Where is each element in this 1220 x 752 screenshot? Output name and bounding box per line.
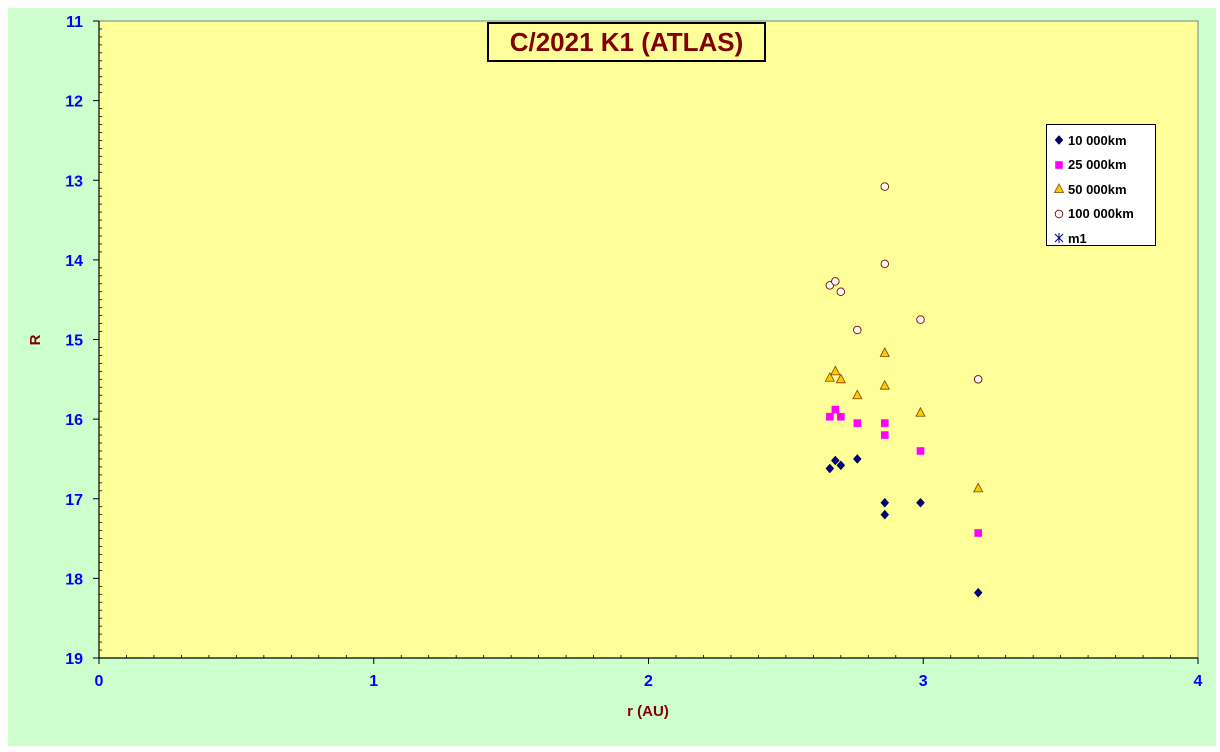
x-tick-label: 1 xyxy=(369,673,378,690)
data-point-diamond xyxy=(916,497,925,508)
legend-item: 100 000km xyxy=(1053,202,1155,227)
data-point-circle xyxy=(853,325,862,335)
data-point-square xyxy=(837,412,845,421)
data-point-circle xyxy=(831,277,840,286)
legend-marker-diamond xyxy=(1054,135,1064,146)
y-tick-label: 19 xyxy=(65,651,83,668)
data-point-triangle xyxy=(830,365,841,376)
data-point-circle xyxy=(836,287,846,296)
legend-marker-circle xyxy=(1054,209,1064,218)
data-point-triangle xyxy=(852,389,863,400)
x-tick-label: 3 xyxy=(919,673,928,690)
data-point-diamond xyxy=(973,587,983,598)
data-points xyxy=(824,182,984,598)
y-tick-label: 17 xyxy=(65,492,83,509)
data-point-square xyxy=(916,447,925,455)
x-tick-label: 0 xyxy=(95,673,104,690)
y-tick-label: 14 xyxy=(65,253,83,270)
y-axis-title: R xyxy=(27,334,44,345)
data-point-triangle xyxy=(824,371,835,382)
legend-label: 25 000km xyxy=(1068,157,1127,173)
triangle-icon xyxy=(1053,183,1065,194)
data-point-triangle xyxy=(879,379,890,390)
y-tick-label: 13 xyxy=(65,173,83,190)
y-tick-label: 12 xyxy=(65,94,83,111)
data-point-diamond xyxy=(852,454,862,464)
data-point-square xyxy=(831,405,840,414)
legend-marker-square xyxy=(1055,160,1063,169)
data-point-diamond xyxy=(880,509,890,520)
legend-label: 50 000km xyxy=(1068,181,1127,197)
data-point-diamond xyxy=(830,455,840,466)
star-icon xyxy=(1054,233,1064,244)
legend: 10 000km 25 000km 50 000km 100 000km m1 xyxy=(1046,124,1156,246)
y-tick-label: 11 xyxy=(66,14,83,31)
chart-title: C/2021 K1 (ATLAS) xyxy=(487,22,766,62)
circle-icon xyxy=(1054,209,1064,218)
plot-area xyxy=(98,20,1199,659)
data-point-square xyxy=(880,419,889,427)
legend-label: 100 000km xyxy=(1068,206,1134,222)
data-point-square xyxy=(880,431,889,439)
y-tick-label: 16 xyxy=(65,412,83,429)
data-point-diamond xyxy=(836,460,846,471)
data-point-triangle xyxy=(915,406,926,417)
legend-label: 10 000km xyxy=(1068,132,1127,148)
legend-item: 50 000km xyxy=(1053,177,1155,202)
legend-label: m1 xyxy=(1068,230,1087,246)
legend-item: 10 000km xyxy=(1053,128,1155,153)
data-point-diamond xyxy=(825,463,835,474)
data-point-square xyxy=(974,529,982,537)
data-point-circle xyxy=(880,259,890,269)
data-point-triangle xyxy=(973,482,984,493)
x-tick-label: 2 xyxy=(644,673,653,690)
legend-marker-star xyxy=(1054,233,1064,244)
legend-item: m1 xyxy=(1053,226,1155,251)
data-point-circle xyxy=(880,182,890,191)
y-tick-label: 15 xyxy=(65,333,83,350)
data-point-triangle xyxy=(879,347,890,357)
data-point-square xyxy=(853,419,862,427)
data-point-diamond xyxy=(880,497,890,508)
data-point-square xyxy=(826,412,834,421)
y-tick-label: 18 xyxy=(65,571,83,588)
legend-marker-triangle xyxy=(1053,183,1065,194)
data-point-circle xyxy=(973,375,983,384)
diamond-icon xyxy=(1054,135,1064,146)
x-tick-label: 4 xyxy=(1194,673,1203,690)
x-axis-title: r (AU) xyxy=(627,703,669,720)
square-icon xyxy=(1055,160,1063,169)
legend-item: 25 000km xyxy=(1053,153,1155,178)
data-point-circle xyxy=(916,315,925,324)
data-point-triangle xyxy=(835,373,846,384)
